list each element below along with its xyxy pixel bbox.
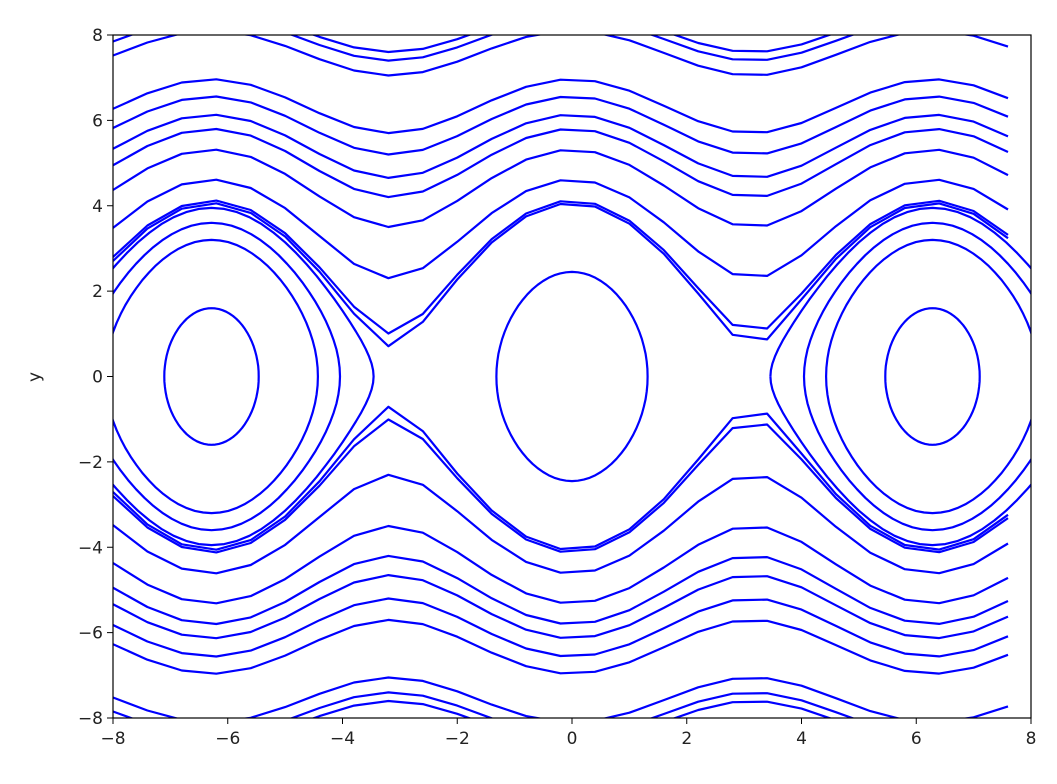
open-trajectory (113, 618, 1009, 675)
closed-trajectory (163, 307, 260, 446)
open-trajectory (311, 35, 833, 54)
y-tick-label: 6 (92, 111, 103, 131)
y-tick-label: −6 (78, 624, 103, 644)
x-tick-label: −4 (330, 729, 355, 749)
closed-trajectory (495, 270, 649, 483)
y-tick-label: −8 (78, 709, 103, 729)
closed-trajectory (113, 206, 375, 547)
open-trajectory (113, 524, 1009, 605)
y-tick-label: 8 (92, 26, 103, 46)
open-trajectory (113, 473, 1009, 575)
x-tick-label: −6 (215, 729, 240, 749)
open-trajectory (113, 35, 856, 62)
trajectories (113, 35, 1031, 718)
open-trajectory (113, 676, 1009, 718)
open-trajectory (311, 699, 833, 718)
open-trajectory (113, 95, 1009, 156)
x-tick-label: 0 (567, 729, 578, 749)
x-axis-label: x (567, 775, 577, 780)
y-tick-label: 0 (92, 368, 103, 388)
closed-trajectory (802, 221, 1031, 532)
closed-trajectory (884, 307, 981, 446)
open-trajectory (113, 127, 1009, 199)
open-trajectory (113, 597, 1009, 658)
open-trajectory (113, 202, 1009, 348)
closed-trajectory (113, 221, 342, 532)
open-trajectory (113, 35, 1009, 77)
open-trajectory (113, 199, 1009, 335)
open-trajectory (113, 691, 856, 718)
closed-trajectory (825, 238, 1031, 515)
y-axis: −8 −6 −4 −2 0 2 4 6 8 (78, 26, 113, 729)
open-trajectory (113, 178, 1009, 280)
x-tick-label: 2 (681, 729, 692, 749)
open-trajectory (113, 78, 1009, 135)
x-tick-label: −2 (445, 729, 470, 749)
open-trajectory (113, 148, 1009, 229)
open-trajectory (113, 418, 1009, 554)
open-trajectory (113, 573, 1009, 640)
closed-trajectory (769, 206, 1031, 547)
x-tick-label: −8 (100, 729, 125, 749)
y-axis-label: y (25, 372, 45, 382)
x-tick-label: 4 (796, 729, 807, 749)
y-tick-label: 4 (92, 197, 103, 217)
closed-trajectory (113, 238, 319, 515)
open-trajectory (113, 113, 1009, 179)
x-axis: −8 −6 −4 −2 0 2 4 6 8 (100, 718, 1036, 749)
y-tick-label: −2 (78, 453, 103, 473)
open-trajectory (113, 554, 1009, 626)
x-tick-label: 6 (911, 729, 922, 749)
open-trajectory (113, 405, 1009, 551)
y-tick-label: −4 (78, 538, 103, 558)
x-tick-label: 8 (1026, 729, 1037, 749)
y-tick-label: 2 (92, 282, 103, 302)
